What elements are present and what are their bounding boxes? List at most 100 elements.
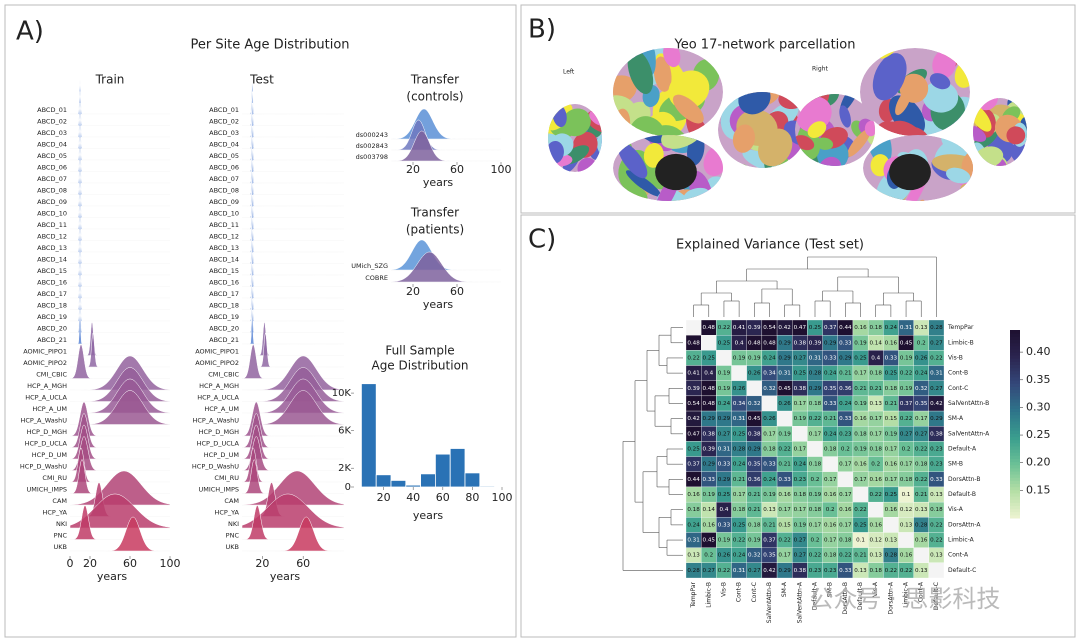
cell-label: 0.16	[869, 522, 882, 528]
cell-label: 0.19	[809, 492, 822, 498]
cell-label: 0.24	[733, 462, 746, 468]
series-label: ABCD_02	[209, 118, 239, 126]
cell-label: 0.22	[930, 355, 942, 361]
ridge	[241, 470, 345, 506]
column-label: Vis-B	[720, 582, 727, 597]
brain-medial-wall	[655, 153, 697, 191]
colorbar-step	[1010, 345, 1020, 350]
cell-label: 0.16	[885, 340, 898, 346]
ridge	[70, 137, 170, 172]
cell-label: 0.19	[703, 492, 716, 498]
y-tick-label: 0	[345, 482, 351, 493]
colorbar-step	[1010, 389, 1020, 394]
colorbar-step	[1010, 508, 1020, 513]
series-label: HCP_A_WashU	[192, 417, 239, 425]
cell-label: 0.32	[748, 401, 760, 407]
cell-label: 0.33	[930, 477, 943, 483]
cell-label: 0.21	[839, 371, 852, 377]
cell-label: 0.27	[915, 431, 928, 437]
cell-label: 0.21	[915, 492, 928, 498]
ridge	[242, 286, 344, 322]
cell-label: 0.33	[763, 462, 776, 468]
x-tick-label: 20	[255, 557, 269, 570]
brain-region	[561, 108, 591, 137]
ridge	[70, 114, 170, 149]
series-label: ABCD_10	[37, 210, 67, 218]
colorbar-step	[1010, 373, 1020, 378]
series-label: UKB	[226, 543, 239, 551]
x-tick-label: 100	[491, 163, 512, 176]
cell-label: 0.32	[748, 553, 760, 559]
series-label: ABCD_08	[209, 187, 239, 195]
series-label: ABCD_20	[209, 325, 239, 333]
cell-label: 0.38	[703, 431, 716, 437]
column-label: DorsAttn-B	[842, 582, 849, 614]
bar	[420, 473, 436, 488]
cell-label: 0.21	[854, 553, 867, 559]
column-label: Cont-A	[918, 581, 925, 602]
cell-label: 0.21	[854, 386, 867, 392]
ridge	[242, 137, 344, 172]
cell-label: 0.31	[733, 416, 746, 422]
cell-label: 0.33	[824, 401, 837, 407]
cell-label: 0.16	[824, 492, 837, 498]
cell-label: 0.25	[703, 355, 716, 361]
brain-region	[534, 132, 549, 151]
ridge	[70, 194, 170, 230]
cell-label: 0.16	[885, 462, 898, 468]
ridge	[242, 252, 344, 287]
cell-label: 0.19	[778, 431, 791, 437]
cell-label: 0.31	[718, 447, 731, 453]
cell-label: 0.22	[900, 568, 912, 574]
chart-title: Train	[95, 73, 125, 87]
cell-label: 0.26	[763, 416, 776, 422]
cell-label: 0.13	[854, 568, 867, 574]
cell-label: 0.18	[733, 507, 746, 513]
brain-region	[872, 53, 907, 101]
cell-label: 0.31	[900, 325, 913, 331]
chart-title: Test	[249, 73, 274, 87]
cell-label: 0.14	[703, 507, 716, 513]
series-label: ABCD_05	[209, 152, 239, 160]
ridge	[390, 108, 501, 140]
series-label: HCP_A_UCLA	[197, 394, 239, 402]
cell-empty	[883, 517, 899, 533]
series-label: AOMIC_PIPO2	[23, 359, 67, 367]
series-label: ABCD_15	[37, 267, 67, 275]
cell-label: 0.18	[839, 538, 852, 544]
cell-label: 0.18	[824, 447, 837, 453]
ridge	[242, 355, 345, 391]
cell-label: 0.19	[718, 386, 731, 392]
cell-label: 0.42	[687, 416, 699, 422]
cell-label: 0.19	[854, 447, 867, 453]
cell-label: 0.48	[703, 401, 716, 407]
series-label: ABCD_12	[209, 233, 239, 241]
cell-label: 0.48	[748, 340, 761, 346]
series-label: ABCD_06	[209, 164, 239, 172]
cell-label: 0.22	[885, 568, 897, 574]
brain-region	[655, 200, 690, 243]
cell-label: 0.1	[856, 538, 865, 544]
colorbar-step	[1010, 455, 1020, 459]
x-tick-label: 0	[67, 557, 74, 570]
cell-label: 0.19	[900, 355, 913, 361]
brain-region	[938, 209, 955, 224]
colorbar-step	[1010, 511, 1020, 516]
cell-label: 0.17	[854, 477, 867, 483]
cell-label: 0.18	[869, 371, 882, 377]
series-label: CAM	[52, 497, 67, 505]
colorbar-step	[1010, 339, 1020, 344]
ridge	[242, 194, 344, 230]
series-label: AOMIC_PIPO2	[195, 359, 239, 367]
series-label: ABCD_02	[37, 118, 67, 126]
column-label: Limbic-A	[903, 581, 910, 608]
cell-label: 0.17	[839, 522, 852, 528]
cell-label: 0.2	[871, 462, 880, 468]
brain-region	[627, 49, 654, 94]
row-label: Cont-A	[948, 552, 969, 559]
ridge	[69, 470, 171, 506]
cell-label: 0.13	[900, 522, 913, 528]
series-label: ABCD_07	[209, 175, 239, 183]
cell-label: 0.16	[885, 507, 898, 513]
series-label: ABCD_21	[37, 336, 67, 344]
